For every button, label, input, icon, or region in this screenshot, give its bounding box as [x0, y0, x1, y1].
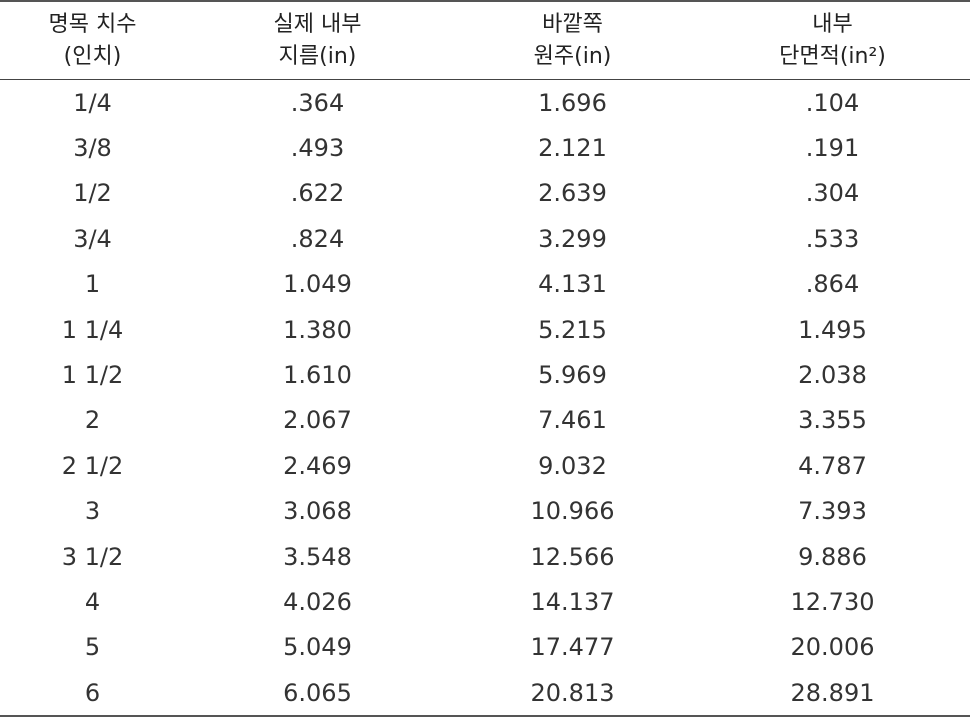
cell-inner-diameter: 3.548	[283, 542, 352, 571]
cell-nominal-size: 1 1/2	[61, 361, 124, 390]
cell-nominal-size: 5	[84, 633, 101, 662]
cell-inner-area: 4.787	[798, 451, 867, 480]
table-row: 2 2.067 7.461 3.355	[0, 398, 970, 443]
cell-inner-diameter: 3.068	[283, 497, 352, 526]
cell-inner-diameter: 1.610	[283, 361, 352, 390]
cell-inner-diameter: 6.065	[283, 678, 352, 707]
table-top-rule	[0, 0, 970, 2]
header-line: 단면적(in²)	[779, 44, 886, 69]
cell-outer-circumference: 1.696	[538, 88, 607, 117]
cell-inner-area: 20.006	[790, 633, 875, 662]
table-body: 1/4 .364 1.696 .104 3/8 .493 2.121 .191 1/2 .622 2…	[0, 80, 970, 715]
cell-outer-circumference: 14.137	[530, 587, 615, 616]
cell-outer-circumference: 7.461	[538, 406, 607, 435]
cell-inner-area: 28.891	[790, 678, 875, 707]
table-row: 6 6.065 20.813 28.891	[0, 670, 970, 715]
cell-inner-diameter: 2.067	[283, 406, 352, 435]
table-row: 4 4.026 14.137 12.730	[0, 579, 970, 624]
header-line: 지름(in)	[278, 44, 357, 69]
cell-inner-area: .864	[805, 270, 860, 299]
table-row: 3 1/2 3.548 12.566 9.886	[0, 534, 970, 579]
table-row: 1 1.049 4.131 .864	[0, 262, 970, 307]
cell-outer-circumference: 20.813	[530, 678, 615, 707]
cell-inner-area: 3.355	[798, 406, 867, 435]
cell-inner-diameter: .364	[290, 88, 345, 117]
header-line: 실제 내부	[273, 12, 362, 37]
cell-nominal-size: 2	[84, 406, 101, 435]
header-outer-circumference: 바깥쪽 원주(in)	[450, 6, 695, 76]
cell-inner-area: 1.495	[798, 315, 867, 344]
table-row: 2 1/2 2.469 9.032 4.787	[0, 443, 970, 488]
header-inner-area: 내부 단면적(in²)	[695, 6, 970, 76]
table-row: 1/4 .364 1.696 .104	[0, 80, 970, 125]
table-row: 5 5.049 17.477 20.006	[0, 625, 970, 670]
cell-inner-area: .191	[805, 134, 860, 163]
cell-outer-circumference: 9.032	[538, 451, 607, 480]
table-bottom-rule	[0, 715, 970, 717]
table-row: 3/8 .493 2.121 .191	[0, 125, 970, 170]
header-line: 바깥쪽	[542, 12, 603, 37]
cell-nominal-size: 4	[84, 587, 101, 616]
header-line: 원주(in)	[533, 44, 612, 69]
cell-outer-circumference: 12.566	[530, 542, 615, 571]
cell-outer-circumference: 2.639	[538, 179, 607, 208]
cell-inner-diameter: 2.469	[283, 451, 352, 480]
cell-inner-diameter: .824	[290, 224, 345, 253]
cell-inner-area: 12.730	[790, 587, 875, 616]
cell-outer-circumference: 5.969	[538, 361, 607, 390]
cell-nominal-size: 3/4	[73, 224, 112, 253]
cell-inner-area: 2.038	[798, 361, 867, 390]
cell-nominal-size: 3/8	[73, 134, 112, 163]
cell-outer-circumference: 5.215	[538, 315, 607, 344]
cell-outer-circumference: 17.477	[530, 633, 615, 662]
header-line: 명목 치수	[48, 12, 137, 37]
cell-nominal-size: 6	[84, 678, 101, 707]
cell-nominal-size: 1/4	[73, 88, 112, 117]
table-row: 1/2 .622 2.639 .304	[0, 171, 970, 216]
cell-inner-diameter: 5.049	[283, 633, 352, 662]
cell-outer-circumference: 3.299	[538, 224, 607, 253]
header-inner-diameter: 실제 내부 지름(in)	[185, 6, 450, 76]
cell-inner-diameter: .622	[290, 179, 345, 208]
cell-inner-area: 9.886	[798, 542, 867, 571]
table-row: 3 3.068 10.966 7.393	[0, 489, 970, 534]
cell-inner-area: 7.393	[798, 497, 867, 526]
cell-nominal-size: 1 1/4	[61, 315, 124, 344]
header-nominal-size: 명목 치수 (인치)	[0, 6, 185, 76]
cell-nominal-size: 3 1/2	[61, 542, 124, 571]
header-line: 내부	[812, 12, 853, 37]
table-header-row: 명목 치수 (인치) 실제 내부 지름(in) 바깥쪽 원주(in) 내부 단면…	[0, 6, 970, 76]
table-row: 1 1/4 1.380 5.215 1.495	[0, 307, 970, 352]
cell-inner-diameter: 1.049	[283, 270, 352, 299]
table-header-rule	[0, 79, 970, 80]
cell-nominal-size: 1/2	[73, 179, 112, 208]
cell-nominal-size: 3	[84, 497, 101, 526]
cell-inner-area: .304	[805, 179, 860, 208]
cell-outer-circumference: 4.131	[538, 270, 607, 299]
cell-inner-area: .533	[805, 224, 860, 253]
cell-inner-diameter: 1.380	[283, 315, 352, 344]
table-row: 3/4 .824 3.299 .533	[0, 216, 970, 261]
cell-outer-circumference: 2.121	[538, 134, 607, 163]
cell-inner-area: .104	[805, 88, 860, 117]
cell-outer-circumference: 10.966	[530, 497, 615, 526]
cell-inner-diameter: 4.026	[283, 587, 352, 616]
cell-nominal-size: 1	[84, 270, 101, 299]
header-line: (인치)	[63, 44, 122, 69]
table-row: 1 1/2 1.610 5.969 2.038	[0, 352, 970, 397]
cell-nominal-size: 2 1/2	[61, 451, 124, 480]
cell-inner-diameter: .493	[290, 134, 345, 163]
